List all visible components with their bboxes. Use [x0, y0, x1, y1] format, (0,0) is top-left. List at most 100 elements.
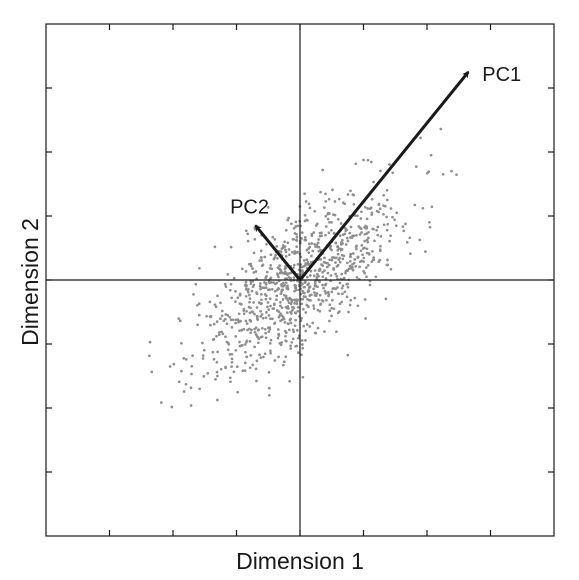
- data-point: [234, 300, 237, 303]
- data-point: [230, 296, 234, 300]
- data-point: [262, 355, 265, 359]
- data-point: [295, 245, 298, 248]
- data-point: [293, 250, 297, 253]
- data-point: [354, 265, 358, 268]
- data-point: [450, 169, 453, 173]
- data-point: [295, 329, 299, 332]
- data-point: [279, 343, 283, 347]
- data-point: [304, 200, 308, 203]
- data-point: [280, 289, 283, 293]
- data-point: [212, 357, 216, 361]
- data-point: [413, 203, 417, 207]
- data-point: [208, 300, 212, 304]
- data-point: [335, 274, 339, 278]
- data-point: [255, 359, 259, 363]
- data-point: [365, 247, 369, 251]
- data-point: [315, 292, 319, 295]
- data-point: [363, 239, 367, 243]
- data-point: [342, 276, 346, 280]
- data-point: [370, 213, 374, 216]
- data-point: [364, 317, 367, 320]
- data-point: [235, 365, 239, 368]
- data-point: [316, 245, 320, 249]
- data-point: [251, 285, 255, 289]
- data-point: [307, 298, 311, 302]
- data-point: [277, 332, 280, 336]
- data-point: [310, 232, 314, 236]
- data-point: [308, 325, 312, 328]
- data-point: [395, 211, 399, 215]
- data-point: [286, 241, 290, 245]
- data-point: [345, 282, 349, 286]
- data-point: [359, 249, 363, 253]
- data-point: [295, 239, 299, 242]
- data-point: [289, 321, 293, 325]
- data-point: [324, 233, 327, 237]
- data-point: [316, 241, 320, 245]
- data-point: [320, 234, 323, 238]
- data-point: [258, 259, 262, 262]
- data-point: [409, 252, 412, 256]
- data-point: [296, 263, 300, 266]
- data-point: [394, 224, 398, 228]
- data-point: [254, 326, 258, 330]
- data-point: [330, 314, 333, 318]
- data-point: [269, 276, 273, 280]
- data-point: [249, 331, 253, 335]
- data-point: [385, 228, 389, 232]
- data-point: [259, 249, 263, 253]
- data-point: [324, 261, 328, 265]
- data-point: [278, 264, 281, 267]
- data-point: [302, 259, 306, 262]
- data-point: [300, 231, 304, 234]
- data-point: [277, 355, 280, 359]
- data-point: [404, 222, 407, 226]
- data-point: [369, 160, 373, 164]
- data-point: [306, 304, 310, 308]
- data-point: [421, 206, 425, 210]
- data-point: [291, 309, 294, 312]
- data-point: [273, 322, 276, 325]
- data-point: [356, 214, 359, 218]
- data-point: [159, 401, 163, 404]
- data-point: [323, 269, 326, 272]
- data-point: [302, 324, 306, 328]
- data-point: [284, 355, 288, 359]
- data-point: [249, 279, 253, 283]
- data-point: [271, 317, 274, 321]
- data-point: [290, 298, 294, 302]
- data-point: [248, 297, 252, 300]
- data-point: [372, 258, 376, 262]
- data-point: [374, 275, 378, 279]
- data-point: [378, 248, 382, 251]
- data-point: [236, 390, 240, 394]
- data-point: [343, 290, 347, 294]
- data-point: [343, 202, 347, 206]
- data-point: [305, 258, 309, 261]
- data-point: [255, 335, 259, 338]
- data-point: [300, 353, 303, 357]
- data-point: [264, 276, 268, 280]
- data-point: [219, 301, 222, 305]
- data-point: [196, 303, 199, 307]
- data-point: [282, 360, 286, 364]
- data-point: [280, 284, 284, 288]
- data-point: [439, 127, 443, 131]
- data-point: [319, 190, 322, 194]
- data-point: [250, 289, 254, 293]
- data-point: [267, 393, 271, 397]
- data-point: [279, 292, 283, 296]
- data-point: [273, 238, 277, 241]
- data-point: [338, 260, 342, 264]
- data-point: [348, 259, 352, 263]
- data-point: [242, 312, 246, 316]
- data-point: [182, 357, 186, 360]
- data-point: [362, 269, 365, 273]
- data-point: [217, 333, 221, 337]
- data-point: [240, 328, 244, 332]
- data-point: [346, 239, 350, 243]
- data-point: [308, 294, 312, 297]
- data-point: [266, 326, 270, 330]
- data-point: [315, 222, 319, 226]
- data-point: [347, 267, 351, 271]
